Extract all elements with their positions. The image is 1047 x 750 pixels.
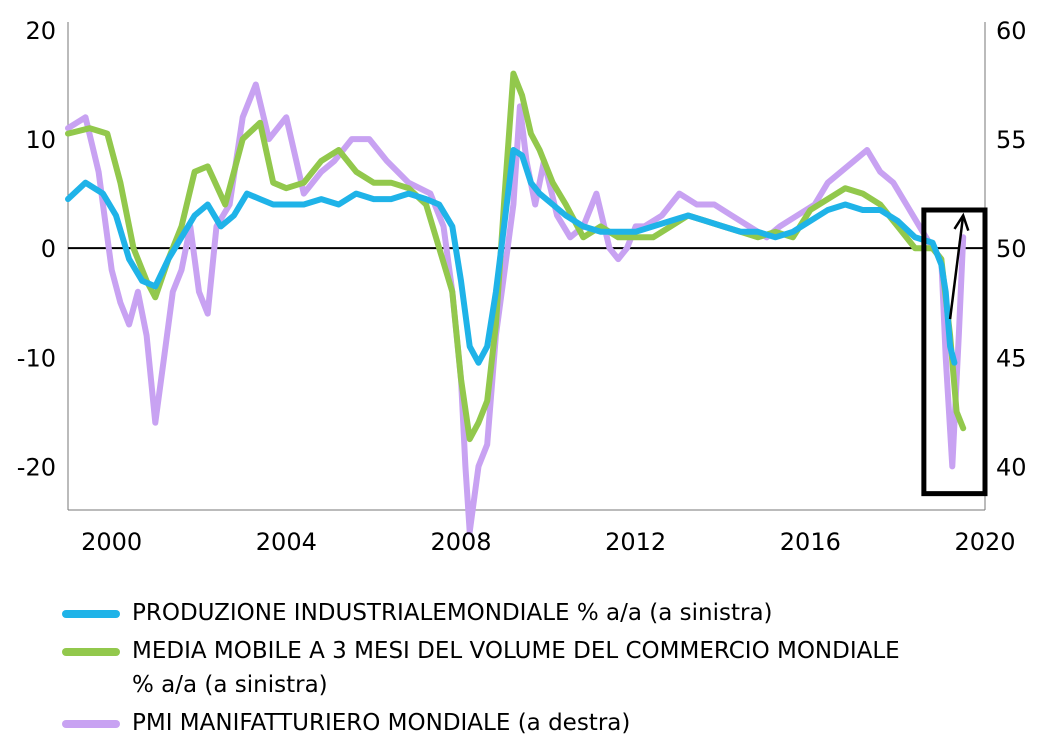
highlight-box [921,207,988,497]
x-tick-label: 2000 [81,528,142,556]
legend-label: PMI MANIFATTURIERO MONDIALE (a destra) [132,710,631,736]
legend-item-production: PRODUZIONE INDUSTRIALEMONDIALE % a/a (a … [62,596,962,630]
legend-label: MEDIA MOBILE A 3 MESI DEL VOLUME DEL COM… [132,638,900,698]
y-right-tick-label: 60 [996,17,1027,45]
axes [67,22,986,511]
series-line [65,147,958,366]
legend: PRODUZIONE INDUSTRIALEMONDIALE % a/a (a … [62,596,962,744]
legend-item-trade-volume: MEDIA MOBILE A 3 MESI DEL VOLUME DEL COM… [62,634,962,702]
y-right-tick-label: 50 [996,235,1027,263]
y-left-tick-label: 10 [25,126,56,154]
x-tick-label: 2004 [256,528,317,556]
series-line [65,81,967,535]
x-tick-label: 2020 [954,528,1015,556]
annotations [921,207,988,497]
y-right-tick-label: 45 [996,344,1027,372]
x-tick-label: 2008 [430,528,491,556]
y-right-tick-label: 40 [996,453,1027,481]
y-right-tick-label: 55 [996,126,1027,154]
y-left-tick-label: -10 [17,344,56,372]
series-layer [65,70,967,535]
y-left-tick-label: 20 [25,17,56,45]
chart: 2000 2004 2008 2012 2016 202020100-10-2060555… [17,17,1027,556]
legend-swatch [62,648,120,656]
x-tick-label: 2012 [605,528,666,556]
legend-item-pmi: PMI MANIFATTURIERO MONDIALE (a destra) [62,706,962,740]
legend-swatch [62,720,120,728]
y-left-tick-label: 0 [41,235,56,263]
series-line [65,70,967,443]
x-tick-label: 2016 [780,528,841,556]
legend-swatch [62,610,120,618]
arrow-shaft [948,215,965,320]
legend-label: PRODUZIONE INDUSTRIALEMONDIALE % a/a (a … [132,600,773,626]
y-left-tick-label: -20 [17,453,56,481]
tick-labels: 2000 2004 2008 2012 2016 202020100-10-2060555… [17,17,1027,556]
arrow-head [953,212,970,232]
